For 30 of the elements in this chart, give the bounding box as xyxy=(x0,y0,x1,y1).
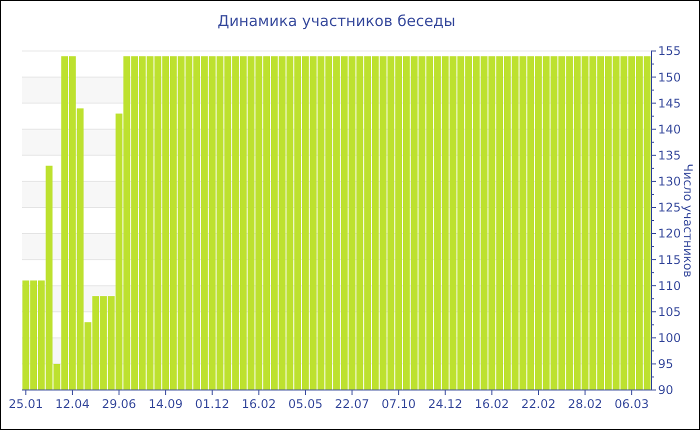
y-tick-label: 115 xyxy=(658,252,681,267)
y-tick-label: 125 xyxy=(658,200,681,215)
y-tick-label: 105 xyxy=(658,304,681,319)
x-tick-label: 16.02 xyxy=(474,397,510,411)
y-tick-label: 140 xyxy=(658,122,681,136)
x-tick-label: 01.12 xyxy=(195,397,230,411)
y-tick-label: 145 xyxy=(658,96,681,110)
y-tick-label: 120 xyxy=(658,226,681,241)
y-tick-label: 150 xyxy=(658,70,681,84)
y-tick-label: 110 xyxy=(658,278,681,293)
x-tick-label: 12.04 xyxy=(55,397,90,411)
y-tick-label: 95 xyxy=(658,357,674,372)
x-tick-label: 05.05 xyxy=(288,397,323,411)
x-tick-label: 14.09 xyxy=(148,397,183,411)
y-axis-title: Число участников xyxy=(681,164,695,278)
x-tick-label: 22.07 xyxy=(334,397,370,411)
x-tick-label: 29.06 xyxy=(102,397,136,411)
y-tick-label: 135 xyxy=(658,148,681,163)
x-tick-label: 06.03 xyxy=(614,397,649,411)
x-tick-label: 28.02 xyxy=(568,397,602,411)
y-tick-label: 155 xyxy=(658,44,681,58)
chart-title: Динамика участников беседы xyxy=(217,12,456,30)
x-tick-label: 16.02 xyxy=(242,397,276,411)
x-tick-label: 07.10 xyxy=(381,397,416,411)
y-tick-label: 90 xyxy=(658,383,674,398)
x-tick-label: 25.01 xyxy=(8,397,43,411)
y-tick-label: 130 xyxy=(658,174,681,189)
y-tick-label: 100 xyxy=(658,331,681,346)
x-tick-label: 22.02 xyxy=(521,397,556,411)
x-tick-label: 24.12 xyxy=(428,397,462,411)
